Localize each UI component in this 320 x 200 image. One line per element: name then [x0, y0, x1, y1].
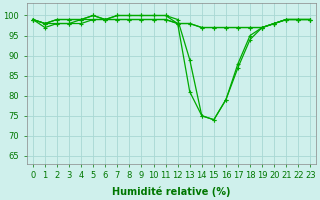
- X-axis label: Humidité relative (%): Humidité relative (%): [112, 186, 231, 197]
